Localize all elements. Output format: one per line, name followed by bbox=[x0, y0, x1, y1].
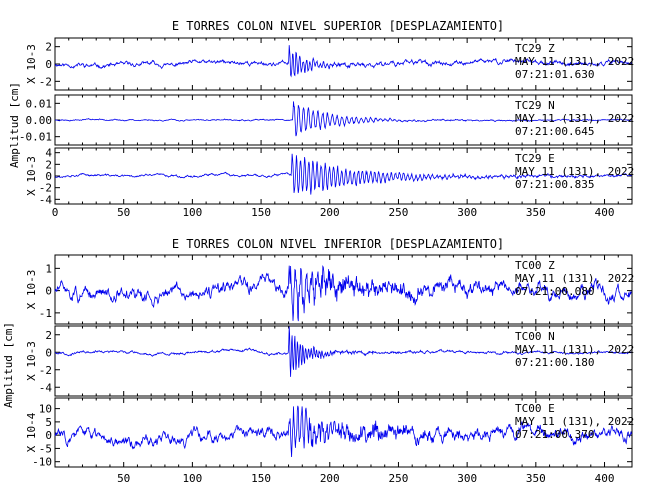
station-label: TC29 Z bbox=[515, 42, 555, 55]
y-tick-label: -0.01 bbox=[19, 131, 52, 144]
y-tick-label: 0 bbox=[45, 285, 52, 298]
y-tick-label: 0 bbox=[45, 58, 52, 71]
x-tick-label: 100 bbox=[182, 472, 202, 485]
y-tick-label: 10 bbox=[39, 403, 52, 416]
date-label: MAY 11 (131), 2022 bbox=[515, 55, 634, 68]
time-label: 07:21:00.835 bbox=[515, 178, 594, 191]
x-tick-label: 250 bbox=[389, 206, 409, 219]
inferior-trace-n bbox=[54, 326, 632, 377]
date-label: MAY 11 (131), 2022 bbox=[515, 343, 634, 356]
station-label: TC29 E bbox=[515, 152, 555, 165]
date-label: MAY 11 (131), 2022 bbox=[515, 272, 634, 285]
x-tick-label: 300 bbox=[457, 472, 477, 485]
x-tick-label: 200 bbox=[320, 206, 340, 219]
superior-trace-n bbox=[54, 101, 632, 137]
y-tick-label: -4 bbox=[39, 193, 53, 206]
y-tick-label: -2 bbox=[39, 182, 52, 195]
y-tick-label: -10 bbox=[32, 456, 52, 469]
x-tick-label: 50 bbox=[117, 472, 130, 485]
y-tick-label: -2 bbox=[39, 75, 52, 88]
x-tick-label: 350 bbox=[526, 472, 546, 485]
y-tick-label: 2 bbox=[45, 158, 52, 171]
inferior-trace-e bbox=[54, 405, 632, 458]
time-label: 07:21:00.180 bbox=[515, 356, 594, 369]
ylabel-superior: Amplitud [cm] bbox=[8, 82, 21, 168]
station-label: TC00 E bbox=[515, 402, 555, 415]
time-label: 07:21:01.630 bbox=[515, 68, 594, 81]
time-label: 07:21:00.080 bbox=[515, 285, 594, 298]
y-tick-label: 0 bbox=[45, 170, 52, 183]
chart-title-superior: E TORRES COLON NIVEL SUPERIOR [DESPLAZAM… bbox=[172, 19, 504, 33]
time-label: 07:21:00.645 bbox=[515, 125, 594, 138]
x-tick-label: 200 bbox=[320, 472, 340, 485]
superior-trace-z bbox=[54, 45, 632, 78]
y-tick-label: -4 bbox=[39, 381, 53, 394]
y-tick-label: -5 bbox=[39, 442, 52, 455]
x-tick-label: 150 bbox=[251, 206, 271, 219]
y-tick-label: 0.00 bbox=[26, 114, 53, 127]
date-label: MAY 11 (131), 2022 bbox=[515, 112, 634, 125]
y-tick-label: 2 bbox=[45, 329, 52, 342]
x-tick-label: 350 bbox=[526, 206, 546, 219]
scale-label: X 10-3 bbox=[25, 270, 38, 310]
y-tick-label: 4 bbox=[45, 147, 52, 160]
station-label: TC00 Z bbox=[515, 259, 555, 272]
y-tick-label: -1 bbox=[39, 307, 52, 320]
scale-label: X 10-3 bbox=[25, 156, 38, 196]
time-label: 07:21:00.370 bbox=[515, 428, 594, 441]
scale-label: X 10-3 bbox=[25, 44, 38, 84]
date-label: MAY 11 (131), 2022 bbox=[515, 415, 634, 428]
scale-label: X 10-4 bbox=[25, 412, 38, 452]
station-label: TC00 N bbox=[515, 330, 555, 343]
y-tick-label: 1 bbox=[45, 262, 52, 275]
y-tick-label: 0.01 bbox=[26, 97, 53, 110]
station-label: TC29 N bbox=[515, 99, 555, 112]
x-tick-label: 150 bbox=[251, 472, 271, 485]
scale-label: X 10-3 bbox=[25, 341, 38, 381]
ylabel-inferior: Amplitud [cm] bbox=[2, 322, 15, 408]
inferior-trace-z bbox=[54, 264, 632, 322]
superior-trace-e bbox=[54, 153, 632, 195]
x-tick-label: 100 bbox=[182, 206, 202, 219]
chart-title-inferior: E TORRES COLON NIVEL INFERIOR [DESPLAZAM… bbox=[172, 237, 504, 251]
date-label: MAY 11 (131), 2022 bbox=[515, 165, 634, 178]
x-tick-label: 400 bbox=[595, 206, 615, 219]
x-tick-label: 400 bbox=[595, 472, 615, 485]
x-tick-label: 50 bbox=[117, 206, 130, 219]
x-tick-label: 250 bbox=[389, 472, 409, 485]
x-tick-label: 0 bbox=[52, 206, 59, 219]
y-tick-label: 0 bbox=[45, 429, 52, 442]
y-tick-label: 0 bbox=[45, 346, 52, 359]
y-tick-label: -2 bbox=[39, 364, 52, 377]
y-tick-label: 5 bbox=[45, 416, 52, 429]
y-tick-label: 2 bbox=[45, 41, 52, 54]
x-tick-label: 300 bbox=[457, 206, 477, 219]
